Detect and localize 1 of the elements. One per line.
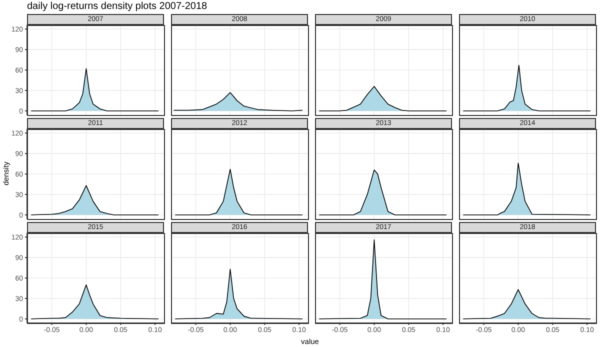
- text: daily log-returns density plots 2007-2018: [27, 1, 208, 12]
